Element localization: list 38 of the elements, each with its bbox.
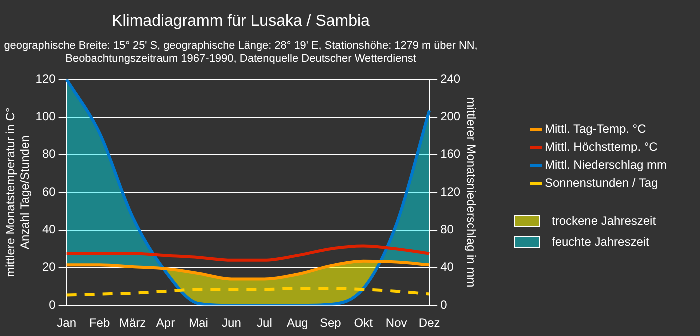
legend-label: Mittl. Höchsttemp. °C xyxy=(545,140,658,154)
y-tick-label: 80 xyxy=(42,147,56,162)
x-tick-label: Nov xyxy=(386,316,408,330)
x-tick-label: Jun xyxy=(222,316,242,330)
x-tick-label: Feb xyxy=(89,316,110,330)
text: trockene Jahreszeit xyxy=(552,214,656,228)
y2-tick-label: 0 xyxy=(440,298,448,312)
y-tick-label: 0 xyxy=(49,298,56,312)
y-tick-label: 60 xyxy=(42,184,56,199)
chart-title: Klimadiagramm für Lusaka / Sambia xyxy=(112,13,370,30)
y-tick-label: 100 xyxy=(36,110,56,124)
legend-label: Mittl. Niederschlag mm xyxy=(545,158,668,172)
y2-tick-label: 240 xyxy=(440,72,461,86)
x-tick-label: Apr xyxy=(156,316,176,330)
chart-subtitle: geographische Breite: 15° 25' S, geographische Länge: 28° 19' E, Stationshöhe: 1279 m über NN, Beobachtungszeitraum 1967-1990, Datenquelle Deutscher Wetterdienst xyxy=(4,40,478,66)
x-tick-label: Okt xyxy=(354,316,374,330)
y-axis-title: mittlere Monatstemperatur in C° Anzahl Tage/Stunden xyxy=(4,108,32,278)
x-tick-label: Jan xyxy=(57,316,76,330)
x-tick-label: Dez xyxy=(418,316,440,330)
x-tick-label: Sep xyxy=(320,316,342,330)
legend-label: Mittl. Tag-Temp. °C xyxy=(545,122,646,136)
y-tick-label: 120 xyxy=(36,72,56,86)
text: feuchte Jahreszeit xyxy=(552,234,650,248)
y-tick-label: 40 xyxy=(42,222,56,237)
x-tick-label: Aug xyxy=(286,316,308,330)
y2-tick-label: 80 xyxy=(440,222,454,237)
line-series xyxy=(65,244,432,262)
x-tick-label: Mai xyxy=(189,316,208,330)
y2-tick-label: 160 xyxy=(440,147,461,162)
y2-tick-label: 200 xyxy=(440,110,461,124)
legend-label: Sonnenstunden / Tag xyxy=(545,176,658,190)
x-tick-label: März xyxy=(119,316,146,330)
y2-tick-label: 120 xyxy=(440,184,461,199)
line-series xyxy=(65,287,432,297)
x-tick-label: Jul xyxy=(257,316,272,330)
y-tick-label: 20 xyxy=(42,260,56,274)
y2-axis-title: mittlerer Monatsniederschlag in mm xyxy=(464,98,478,288)
y2-tick-label: 40 xyxy=(440,260,454,274)
